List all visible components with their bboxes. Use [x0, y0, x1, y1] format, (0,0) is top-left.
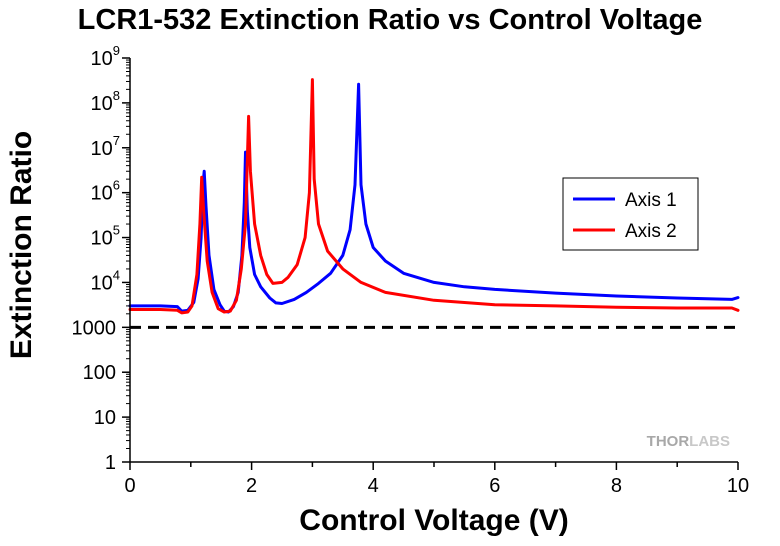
y-tick-label: 105 [91, 223, 120, 250]
y-tick-label: 1 [105, 452, 116, 474]
y-tick-label: 107 [91, 133, 120, 160]
legend-box [562, 177, 699, 251]
y-tick-label: 109 [91, 43, 120, 70]
y-tick-label: 1000 [72, 317, 117, 339]
watermark-text: THORLABS [647, 433, 730, 450]
x-tick-label: 10 [727, 475, 749, 497]
ticks-layer: 0 2 4 6 8 10 1 10 100 1000 104 105 106 107 108 109 [72, 43, 750, 497]
legend-label-axis-2: Axis 2 [625, 221, 677, 242]
series-line-axis-2 [128, 78, 740, 315]
y-tick-label: 100 [83, 362, 116, 384]
y-tick-label: 10 [94, 407, 116, 429]
y-tick-label: 104 [91, 267, 120, 294]
x-tick-label: 8 [611, 475, 622, 497]
plot-area [130, 58, 738, 462]
x-tick-label: 4 [368, 475, 379, 497]
x-axis-label: Control Voltage (V) [299, 504, 569, 537]
x-tick-label: 0 [124, 475, 135, 497]
legend-label-axis-1: Axis 1 [625, 190, 677, 211]
chart-title: LCR1-532 Extinction Ratio vs Control Vol… [77, 4, 703, 36]
x-tick-label: 6 [489, 475, 500, 497]
y-tick-label: 108 [91, 88, 120, 115]
series-layer [128, 78, 740, 315]
x-tick-label: 2 [246, 475, 257, 497]
thorlabs-watermark: THORLABS [647, 433, 730, 450]
y-tick-label: 106 [91, 178, 120, 205]
legend: Axis 1 Axis 2 [562, 177, 699, 251]
plot-background [130, 58, 738, 462]
